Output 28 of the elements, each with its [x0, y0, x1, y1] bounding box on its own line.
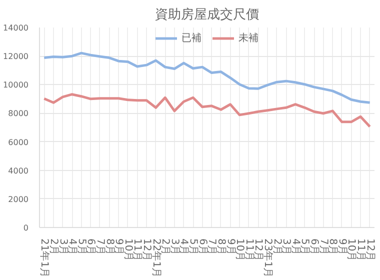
y-tick-label: 10000 — [3, 80, 29, 90]
x-tick-label: 4月 — [66, 238, 78, 255]
y-tick-label: 4000 — [8, 166, 28, 176]
legend-label: 未補 — [238, 32, 258, 45]
y-tick-label: 0 — [23, 224, 29, 232]
y-tick-label: 14000 — [3, 24, 29, 32]
y-tick-label: 12000 — [3, 52, 29, 62]
x-tick-label: 12月 — [252, 238, 264, 262]
legend-label: 已補 — [182, 32, 202, 45]
x-tick-label: 5月 — [188, 238, 199, 255]
x-tick-label: 11月 — [132, 238, 143, 262]
x-tick-label: 11月 — [355, 238, 366, 262]
line-series — [42, 93, 372, 128]
y-tick-label: 6000 — [8, 138, 28, 147]
x-tick-label: 6月 — [308, 238, 320, 255]
x-tick-label: 4月 — [178, 238, 190, 255]
x-tick-label: 8月 — [327, 238, 338, 255]
y-tick-label: 2000 — [8, 194, 28, 204]
y-tick-label: 8000 — [8, 109, 28, 118]
x-tick-label: 5月 — [299, 238, 310, 255]
x-tick-label: 3月 — [280, 238, 292, 255]
chart-title: 資助房屋成交尺價 — [155, 6, 259, 22]
x-tick-label: 9月 — [113, 238, 124, 255]
x-tick-label: 21年1月 — [38, 238, 51, 278]
x-tick-label: 12月 — [141, 238, 152, 262]
x-tick-label: 6月 — [85, 238, 96, 255]
x-tick-label: 7月 — [206, 238, 218, 255]
line-series — [42, 52, 372, 104]
